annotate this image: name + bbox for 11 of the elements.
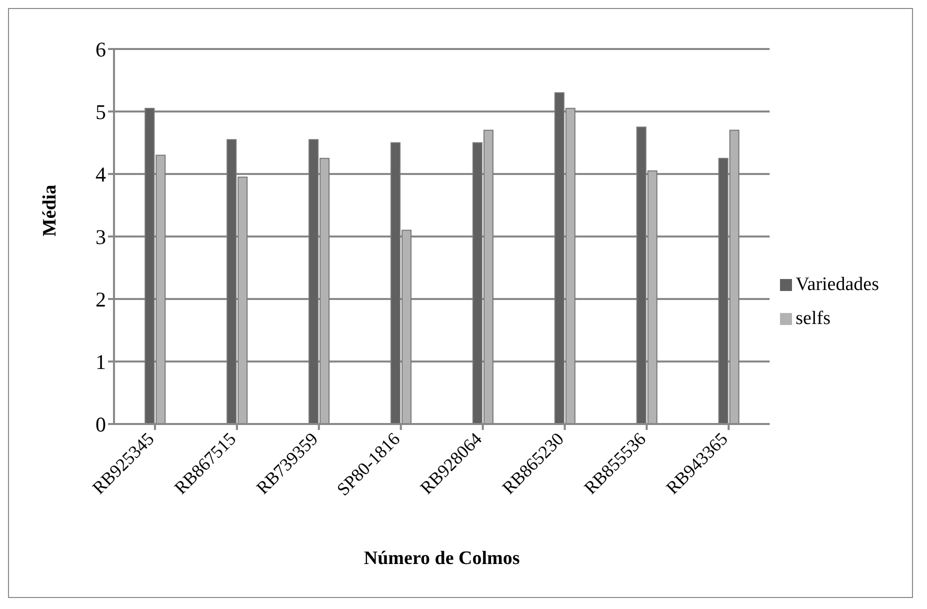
y-tick-label: 5 xyxy=(96,100,106,124)
legend-label: Variedades xyxy=(796,274,879,294)
y-tick-label: 0 xyxy=(96,412,106,436)
y-tick-label: 6 xyxy=(96,37,106,62)
y-tick-label: 3 xyxy=(96,224,106,249)
x-axis-title: Número de Colmos xyxy=(364,548,520,569)
y-tick-label: 4 xyxy=(96,162,106,186)
y-axis-title: Média xyxy=(40,184,61,236)
y-tick-label: 2 xyxy=(96,287,106,312)
legend-label: selfs xyxy=(796,308,830,328)
y-tick-label: 1 xyxy=(96,350,106,374)
